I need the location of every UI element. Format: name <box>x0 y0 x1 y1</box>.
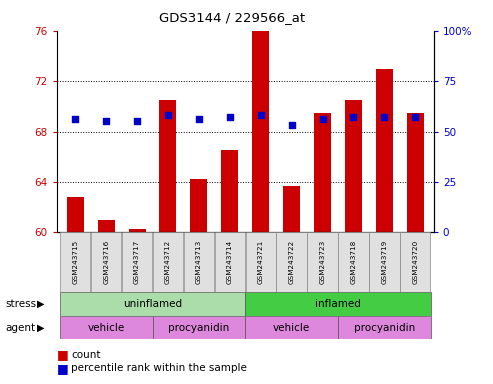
Text: stress: stress <box>5 299 36 309</box>
Bar <box>129 228 145 232</box>
Point <box>288 122 296 129</box>
Text: GSM243714: GSM243714 <box>227 240 233 284</box>
Bar <box>407 113 424 232</box>
Text: ▶: ▶ <box>37 299 45 309</box>
Bar <box>98 220 115 232</box>
Point <box>164 112 172 118</box>
Bar <box>338 232 369 292</box>
Point <box>411 114 419 121</box>
Bar <box>190 179 208 232</box>
Text: inflamed: inflamed <box>315 299 361 309</box>
Text: ■: ■ <box>57 362 69 375</box>
Bar <box>153 232 183 292</box>
Point <box>257 112 265 118</box>
Text: agent: agent <box>5 323 35 333</box>
Text: GSM243722: GSM243722 <box>288 240 295 284</box>
Text: GSM243719: GSM243719 <box>382 240 387 284</box>
Point <box>102 118 110 124</box>
Point <box>381 114 388 121</box>
Text: procyanidin: procyanidin <box>168 323 230 333</box>
Point <box>195 116 203 122</box>
Bar <box>60 316 152 339</box>
Text: vehicle: vehicle <box>273 323 310 333</box>
Text: GSM243723: GSM243723 <box>319 240 325 284</box>
Text: GSM243713: GSM243713 <box>196 240 202 284</box>
Bar <box>159 100 176 232</box>
Point <box>350 114 357 121</box>
Text: GSM243721: GSM243721 <box>258 240 264 284</box>
Bar <box>122 232 152 292</box>
Bar <box>338 316 431 339</box>
Point <box>71 116 79 122</box>
Text: percentile rank within the sample: percentile rank within the sample <box>71 363 247 373</box>
Bar <box>221 151 238 232</box>
Point <box>318 116 326 122</box>
Text: uninflamed: uninflamed <box>123 299 182 309</box>
Bar <box>245 292 431 316</box>
Bar <box>314 113 331 232</box>
Text: GSM243715: GSM243715 <box>72 240 78 284</box>
Text: GSM243712: GSM243712 <box>165 240 171 284</box>
Bar <box>67 197 84 232</box>
Bar <box>60 292 246 316</box>
Text: GSM243720: GSM243720 <box>412 240 418 284</box>
Bar <box>283 186 300 232</box>
Point <box>133 118 141 124</box>
Bar <box>214 232 245 292</box>
Point <box>226 114 234 121</box>
Text: GSM243718: GSM243718 <box>351 240 356 284</box>
Bar <box>376 68 393 232</box>
Text: count: count <box>71 350 101 360</box>
Bar <box>369 232 399 292</box>
Bar <box>245 316 338 339</box>
Bar <box>308 232 338 292</box>
Bar <box>91 232 121 292</box>
Bar <box>60 232 90 292</box>
Text: GSM243716: GSM243716 <box>103 240 109 284</box>
Text: GSM243717: GSM243717 <box>134 240 140 284</box>
Text: ▶: ▶ <box>37 323 45 333</box>
Bar <box>277 232 307 292</box>
Bar <box>345 100 362 232</box>
Bar <box>246 232 276 292</box>
Bar <box>252 31 269 232</box>
Text: procyanidin: procyanidin <box>354 323 415 333</box>
Bar <box>184 232 214 292</box>
Text: vehicle: vehicle <box>88 323 125 333</box>
Text: ■: ■ <box>57 348 69 361</box>
Text: GDS3144 / 229566_at: GDS3144 / 229566_at <box>159 12 305 25</box>
Bar <box>400 232 430 292</box>
Bar <box>152 316 246 339</box>
